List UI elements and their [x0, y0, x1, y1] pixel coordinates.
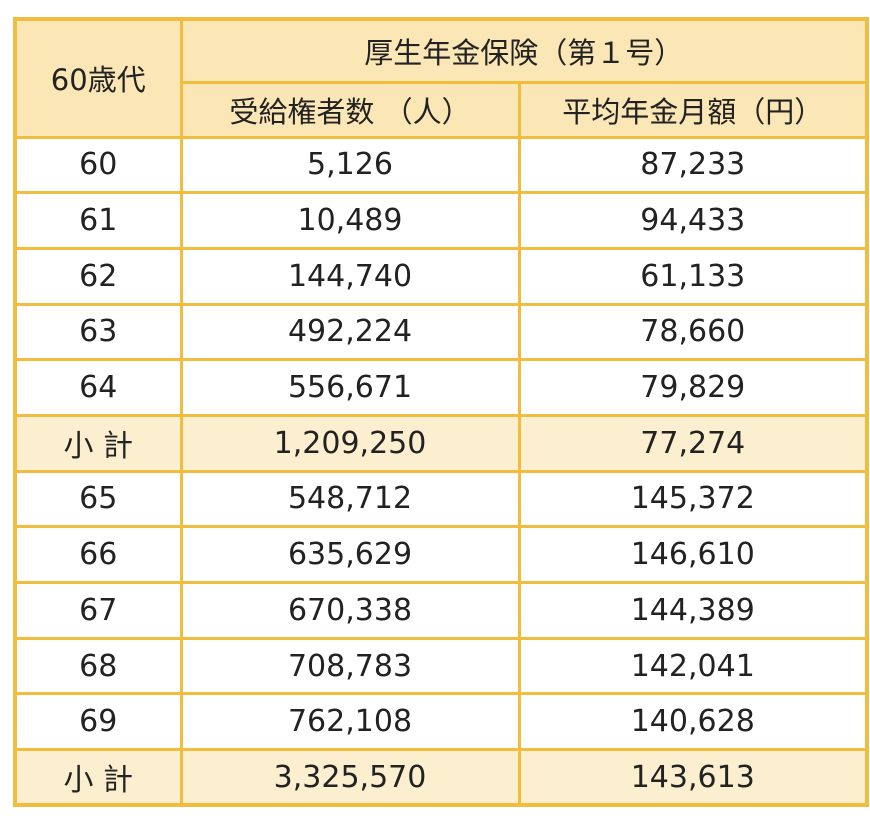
recipients-cell: 548,712 — [179, 469, 521, 529]
age-cell: 61 — [13, 191, 183, 250]
table-row: 67 670,338 144,389 — [13, 581, 869, 640]
table-row: 66 635,629 146,610 — [13, 525, 869, 584]
average-amount-cell: 78,660 — [517, 302, 869, 362]
recipients-cell: 492,224 — [179, 302, 521, 362]
table-row: 62 144,740 61,133 — [13, 246, 869, 306]
age-cell: 66 — [13, 525, 183, 584]
age-cell: 65 — [13, 469, 183, 529]
header-row-columns: 受給権者数 （人） 平均年金月額（円） — [15, 80, 869, 139]
average-amount-cell: 87,233 — [517, 135, 869, 195]
recipients-cell: 556,671 — [179, 358, 521, 417]
age-cell: 68 — [13, 636, 183, 696]
table-header: 60歳代 厚生年金保険（第１号） 受給権者数 （人） 平均年金月額（円） — [13, 17, 869, 139]
pension-table: 60歳代 厚生年金保険（第１号） 受給権者数 （人） 平均年金月額（円） 60 5… — [13, 17, 870, 808]
subtotal-row: 小 計 3,325,570 143,613 — [13, 748, 869, 807]
recipients-cell: 144,740 — [179, 246, 521, 306]
pension-type-header: 厚生年金保険（第１号） — [179, 17, 869, 84]
age-cell: 63 — [13, 302, 183, 362]
recipients-cell: 708,783 — [179, 636, 521, 696]
age-cell: 小 計 — [13, 748, 183, 807]
header-row-group: 60歳代 厚生年金保険（第１号） — [13, 17, 869, 139]
average-amount-column-header: 平均年金月額（円） — [517, 80, 869, 139]
recipients-cell: 5,126 — [179, 135, 521, 195]
average-amount-cell: 94,433 — [517, 191, 869, 250]
age-cell: 67 — [13, 581, 183, 640]
table-row: 61 10,489 94,433 — [13, 191, 869, 250]
subtotal-row: 小 計 1,209,250 77,274 — [13, 413, 869, 473]
recipients-cell: 670,338 — [179, 581, 521, 640]
average-amount-cell: 140,628 — [517, 692, 869, 752]
table-row: 60 5,126 87,233 — [13, 135, 869, 195]
average-amount-cell: 146,610 — [517, 525, 869, 584]
table-row: 64 556,671 79,829 — [13, 358, 869, 417]
recipients-cell: 1,209,250 — [179, 413, 521, 473]
age-cell: 64 — [13, 358, 183, 417]
table-row: 63 492,224 78,660 — [13, 302, 869, 362]
average-amount-cell: 145,372 — [517, 469, 869, 529]
table-body: 60 5,126 87,233 61 10,489 94,433 62 144,740 61,1… — [13, 135, 869, 807]
table-row: 65 548,712 145,372 — [13, 469, 869, 529]
average-amount-cell: 61,133 — [517, 246, 869, 306]
recipients-cell: 635,629 — [179, 525, 521, 584]
recipients-column-header: 受給権者数 （人） — [179, 80, 521, 139]
age-cell: 小 計 — [13, 413, 183, 473]
average-amount-cell: 144,389 — [517, 581, 869, 640]
average-amount-cell: 143,613 — [517, 748, 869, 807]
age-cell: 69 — [13, 692, 183, 752]
recipients-cell: 10,489 — [179, 191, 521, 250]
recipients-cell: 3,325,570 — [179, 748, 521, 807]
recipients-cell: 762,108 — [179, 692, 521, 752]
table-row: 69 762,108 140,628 — [13, 692, 869, 752]
age-cell: 60 — [13, 135, 183, 195]
table-row: 68 708,783 142,041 — [13, 636, 869, 696]
average-amount-cell: 77,274 — [517, 413, 869, 473]
average-amount-cell: 79,829 — [517, 358, 869, 417]
age-group-header: 60歳代 — [13, 17, 183, 139]
average-amount-cell: 142,041 — [517, 636, 869, 696]
age-cell: 62 — [13, 246, 183, 306]
